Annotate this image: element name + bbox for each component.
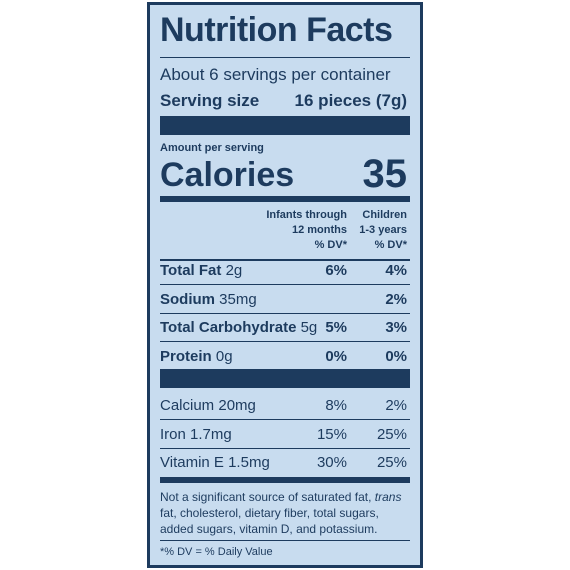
nutrient-name: Sodium: [160, 290, 215, 308]
footnote-text: trans: [374, 490, 402, 504]
calories-value: 35: [362, 152, 408, 196]
rule: [160, 284, 410, 285]
nutrient-row: Protein 0g: [160, 349, 233, 364]
daily-value: 0%: [325, 347, 347, 365]
nutrient-amount: 1.7mg: [190, 425, 232, 443]
rule: [160, 419, 410, 420]
daily-value: 8%: [325, 397, 347, 414]
nutrient-amount: 5g: [300, 319, 318, 336]
nutrient-amount: 20mg: [218, 397, 256, 414]
column-header: 1-3 years: [359, 224, 407, 236]
daily-value: 30%: [316, 454, 347, 471]
nutrient-amount: 2g: [225, 262, 243, 279]
nutrient-row: Calcium 20mg: [160, 398, 256, 413]
column-header: Children: [362, 209, 407, 221]
nutrient-name: Iron: [160, 425, 186, 443]
rule: [160, 447, 410, 449]
rule: [160, 259, 410, 261]
amount-per-serving: Amount per serving: [160, 142, 264, 154]
daily-value: 25%: [376, 425, 407, 443]
daily-value: 15%: [316, 425, 347, 443]
nutrient-amount: 1.5mg: [228, 454, 270, 471]
footnote-text: fat, cholesterol, dietary fiber, total s…: [160, 506, 379, 536]
daily-value: 5%: [325, 319, 347, 336]
nutrient-row: Total Fat 2g: [160, 263, 242, 278]
daily-value: 6%: [325, 262, 347, 279]
daily-value: 2%: [385, 290, 407, 308]
daily-value: 2%: [385, 397, 407, 414]
calories-label: Calories: [160, 156, 295, 194]
nutrient-name: Total Carbohydrate: [160, 319, 297, 336]
column-header: Infants through: [266, 209, 347, 221]
footnote: Not a significant source of saturated fa…: [160, 489, 410, 537]
nutrient-amount: 0g: [215, 347, 233, 365]
column-header: 12 months: [291, 224, 347, 236]
medium-rule: [160, 477, 410, 483]
title: Nutrition Facts: [160, 11, 393, 49]
daily-value: 25%: [376, 454, 407, 471]
nutrient-name: Total Fat: [160, 262, 222, 279]
rule: [160, 312, 410, 314]
daily-value: 3%: [385, 319, 407, 336]
serving-size-label: Serving size: [160, 91, 260, 110]
nutrient-row: Vitamin E 1.5mg: [160, 455, 270, 470]
medium-rule: [160, 196, 410, 202]
daily-value: 4%: [385, 262, 407, 279]
thick-rule: [160, 369, 410, 388]
serving-size-value: 16 pieces (7g): [294, 91, 407, 110]
nutrient-name: Calcium: [160, 397, 215, 414]
nutrient-row: Total Carbohydrate 5g: [160, 320, 317, 335]
column-header: % DV*: [374, 239, 407, 251]
nutrient-amount: 35mg: [219, 290, 257, 308]
thick-rule: [160, 116, 410, 135]
servings: About 6 servings per container: [160, 65, 391, 84]
rule: [160, 57, 410, 58]
column-header: % DV*: [314, 239, 347, 251]
nutrition-label: Nutrition Facts About 6 servings per con…: [147, 2, 423, 568]
nutrient-name: Protein: [160, 347, 212, 365]
footnote-text: Not a significant source of saturated fa…: [160, 490, 375, 504]
rule: [160, 341, 410, 342]
daily-value: 0%: [385, 347, 407, 365]
nutrient-row: Sodium 35mg: [160, 292, 257, 307]
dv-note: *% DV = % Daily Value: [160, 546, 273, 558]
nutrient-row: Iron 1.7mg: [160, 427, 232, 442]
nutrient-name: Vitamin E: [160, 454, 224, 471]
rule: [160, 540, 410, 541]
